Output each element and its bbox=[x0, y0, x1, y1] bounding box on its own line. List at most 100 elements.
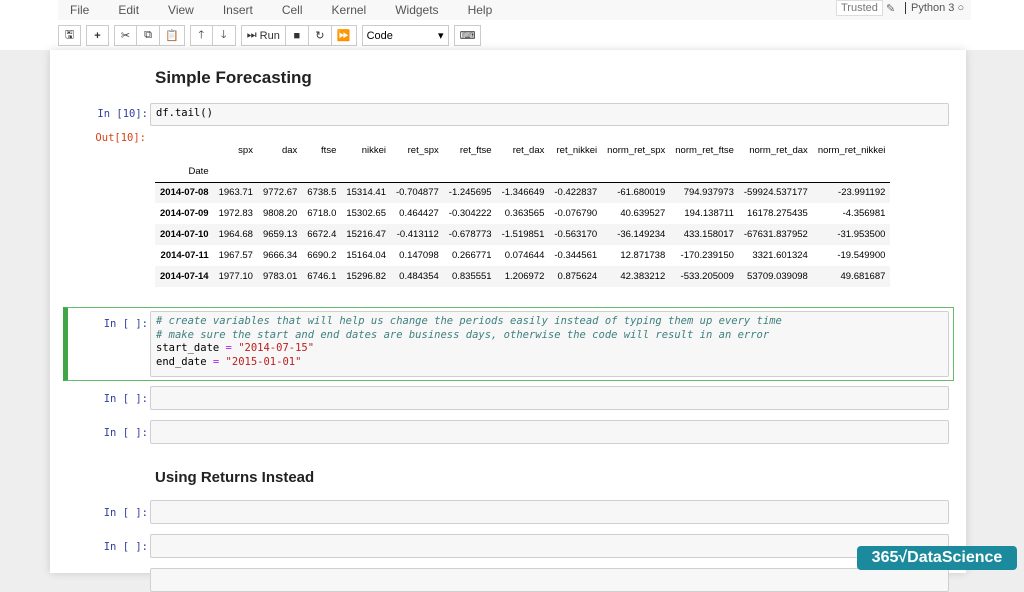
paste-icon[interactable]: 📋 bbox=[160, 25, 185, 46]
table-cell: 9808.20 bbox=[262, 208, 298, 219]
menu-file[interactable]: File bbox=[70, 3, 90, 17]
table-cell: -31.953500 bbox=[837, 229, 886, 240]
table-cell: -0.422837 bbox=[554, 187, 598, 199]
in-prompt: In [ ]: bbox=[103, 318, 148, 330]
cell-type-select[interactable]: Code ▾ bbox=[361, 25, 449, 46]
code-cell-input[interactable] bbox=[150, 500, 949, 524]
code-cell-input[interactable]: # create variables that will help us cha… bbox=[150, 311, 949, 377]
column-header: norm_ret_dax bbox=[749, 145, 808, 156]
restart-icon[interactable]: ↻ bbox=[308, 25, 332, 46]
table-cell: 6718.0 bbox=[307, 208, 337, 219]
table-cell: 0.484354 bbox=[399, 271, 439, 282]
in-prompt: In [ ]: bbox=[103, 427, 148, 439]
notebook: Simple Forecasting In [10]: df.tail() Ou… bbox=[50, 50, 966, 592]
code-cell-input[interactable]: df.tail() bbox=[150, 103, 949, 126]
table-cell: -4.356981 bbox=[842, 208, 886, 219]
heading-using-returns: Using Returns Instead bbox=[155, 469, 315, 486]
menu-widgets[interactable]: Widgets bbox=[395, 3, 439, 17]
table-cell: 42.383212 bbox=[620, 271, 666, 282]
table-cell: 49.681687 bbox=[840, 271, 886, 282]
table-row: 2014-07-10 1964.68 9659.13 6672.4 15216.47 -0… bbox=[155, 224, 891, 245]
copy-icon[interactable]: ⧉ bbox=[137, 25, 160, 46]
table-cell: -23.991192 bbox=[838, 187, 886, 199]
kernel-idle-icon: ○ bbox=[957, 2, 965, 14]
pencil-icon[interactable]: ✎ bbox=[886, 3, 896, 15]
in-prompt: In [ ]: bbox=[103, 541, 148, 553]
table-cell: 15216.47 bbox=[346, 229, 386, 240]
table-cell: 1977.10 bbox=[218, 271, 253, 282]
code-cell-input[interactable] bbox=[150, 420, 949, 444]
column-header: ret_dax bbox=[512, 145, 545, 156]
row-index: 2014-07-08 bbox=[160, 187, 209, 199]
table-cell: 794.937973 bbox=[683, 187, 734, 199]
table-cell: 1967.57 bbox=[218, 250, 253, 261]
table-cell: -0.563170 bbox=[554, 229, 598, 240]
selected-cell[interactable] bbox=[63, 307, 954, 381]
table-cell: -0.344561 bbox=[554, 250, 598, 261]
table-cell: 9666.34 bbox=[262, 250, 298, 261]
stop-icon[interactable]: ■ bbox=[285, 25, 309, 46]
in-prompt: In [ ]: bbox=[103, 507, 148, 519]
column-header: ret_nikkei bbox=[556, 145, 598, 156]
menu-insert[interactable]: Insert bbox=[222, 3, 253, 17]
in-prompt: In [10]: bbox=[97, 108, 148, 120]
save-icon[interactable]: 🖫 bbox=[58, 25, 81, 46]
table-cell: 9659.13 bbox=[262, 229, 298, 240]
table-cell: 0.835551 bbox=[451, 271, 492, 282]
table-cell: 15296.82 bbox=[346, 271, 386, 282]
cell-type-value: Code bbox=[366, 29, 393, 42]
menu-view[interactable]: View bbox=[168, 3, 194, 17]
table-cell: 0.147098 bbox=[399, 250, 439, 261]
table-cell: -170.239150 bbox=[680, 250, 734, 261]
code-cell-input[interactable] bbox=[150, 386, 949, 410]
table-cell: 12.871738 bbox=[620, 250, 666, 261]
index-name: Date bbox=[188, 165, 209, 177]
table-cell: -61.680019 bbox=[617, 187, 666, 199]
row-index: 2014-07-09 bbox=[160, 208, 209, 219]
menu-help[interactable]: Help bbox=[467, 3, 493, 17]
menu-edit[interactable]: Edit bbox=[118, 3, 140, 17]
table-row: 2014-07-11 1967.57 9666.34 6690.2 15164.04 0.… bbox=[155, 245, 890, 266]
table-cell: -36.149234 bbox=[617, 229, 666, 240]
table-cell: 9772.67 bbox=[262, 187, 298, 199]
table-cell: 1.206972 bbox=[504, 271, 545, 282]
add-cell-icon[interactable]: + bbox=[86, 25, 109, 46]
table-cell: 15314.41 bbox=[346, 187, 386, 199]
heading-simple-forecasting: Simple Forecasting bbox=[155, 68, 312, 87]
table-cell: -67631.837952 bbox=[743, 229, 808, 240]
table-cell: -0.704877 bbox=[395, 187, 439, 199]
run-button[interactable]: ⏭ Run bbox=[240, 25, 286, 46]
column-header: norm_ret_ftse bbox=[675, 145, 734, 156]
table-cell: -533.205009 bbox=[680, 271, 734, 282]
keyboard-icon[interactable]: ⌨ bbox=[453, 25, 482, 46]
table-cell: -59924.537177 bbox=[743, 187, 808, 199]
code-comment: # make sure the start and end dates are … bbox=[156, 328, 770, 341]
code-cell-input[interactable] bbox=[150, 568, 949, 592]
table-cell: 9783.01 bbox=[262, 271, 298, 282]
run-label: Run bbox=[259, 29, 280, 42]
table-cell: 15302.65 bbox=[346, 208, 386, 219]
table-cell: 16178.275435 bbox=[747, 208, 808, 219]
table-cell: -1.519851 bbox=[501, 229, 545, 240]
column-header: norm_ret_spx bbox=[607, 145, 666, 156]
menu-kernel[interactable]: Kernel bbox=[331, 3, 367, 17]
trusted-badge[interactable]: Trusted bbox=[836, 0, 883, 16]
move-down-icon[interactable]: 🡓 bbox=[212, 25, 236, 46]
table-cell: 0.266771 bbox=[451, 250, 492, 261]
menu-cell[interactable]: Cell bbox=[281, 3, 303, 17]
table-row: 2014-07-08 1963.71 9772.67 6738.5 15314.41 -0… bbox=[155, 182, 891, 203]
table-cell: -19.549900 bbox=[837, 250, 886, 261]
cut-icon[interactable]: ✂ bbox=[114, 25, 137, 46]
fast-forward-icon[interactable]: ⏩ bbox=[331, 25, 357, 46]
table-cell: -0.076790 bbox=[554, 208, 598, 219]
column-header: norm_ret_nikkei bbox=[817, 145, 886, 156]
move-up-icon[interactable]: 🡑 bbox=[189, 25, 213, 46]
column-header: spx bbox=[238, 145, 253, 156]
code-cell-input[interactable] bbox=[150, 534, 949, 558]
table-cell: -1.346649 bbox=[501, 187, 545, 199]
dataframe-table: spx dax ftse nikkei ret_spx ret_ftse ret_dax re… bbox=[155, 140, 891, 287]
table-row: 2014-07-09 1972.83 9808.20 6718.0 15302.65 0.… bbox=[155, 203, 890, 224]
row-index: 2014-07-14 bbox=[160, 271, 209, 282]
column-header: dax bbox=[281, 145, 298, 156]
row-index: 2014-07-11 bbox=[160, 250, 209, 261]
